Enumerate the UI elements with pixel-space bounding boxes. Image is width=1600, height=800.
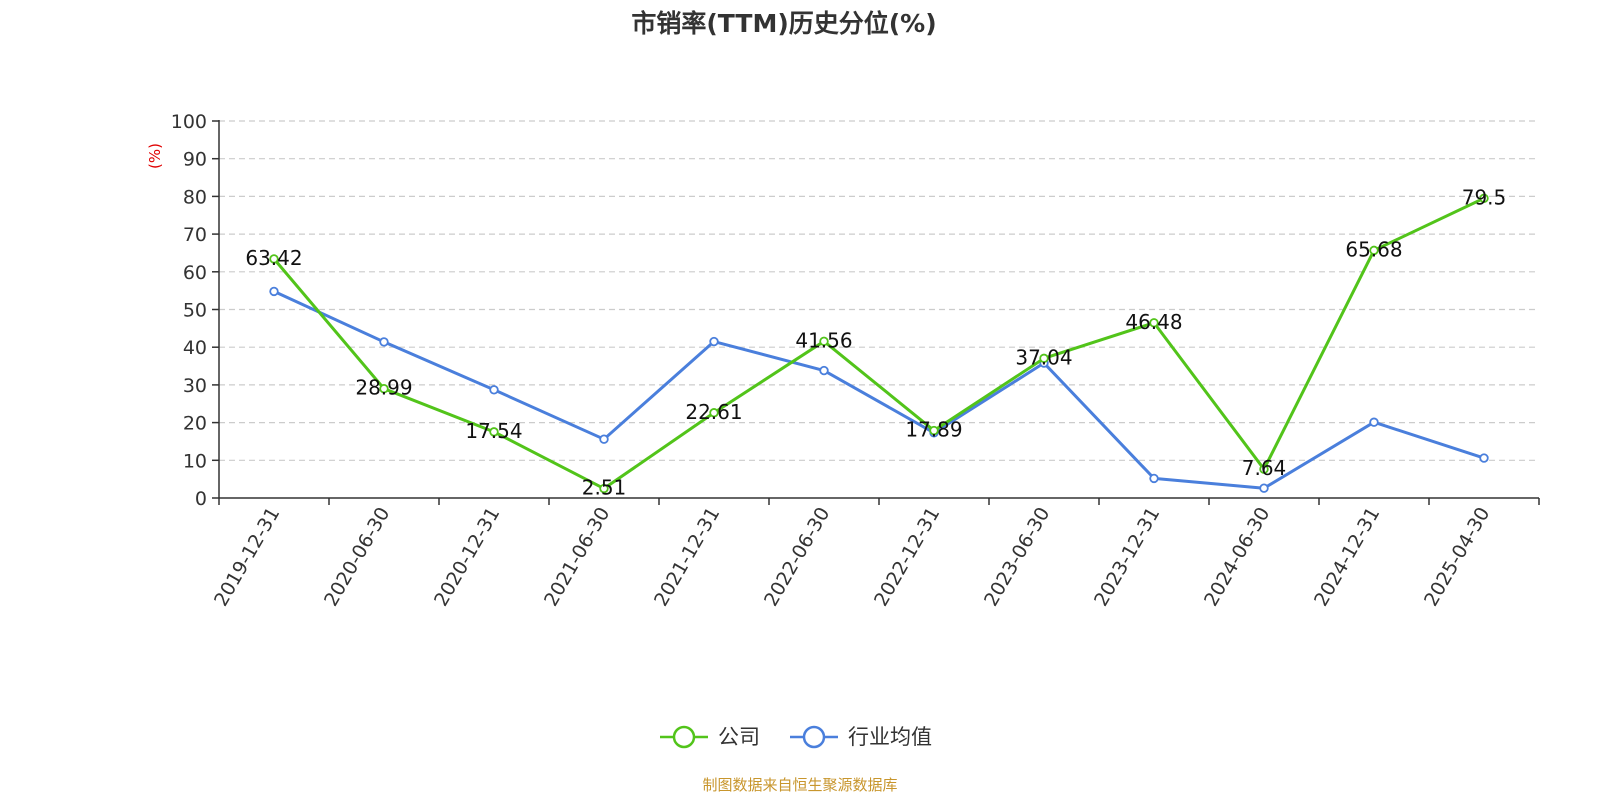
data-point[interactable] [599, 434, 609, 444]
y-axis-unit-label: (%) [146, 143, 164, 169]
data-point[interactable] [819, 365, 829, 376]
y-tick-label: 40 [183, 337, 207, 359]
data-point[interactable] [269, 254, 279, 264]
data-label: 46.48 [1125, 310, 1182, 334]
y-tick-label: 90 [183, 149, 207, 171]
data-point[interactable] [489, 427, 499, 437]
data-point[interactable] [1369, 417, 1379, 427]
x-tick-label: 2023-12-31 [1090, 504, 1164, 611]
x-tick-label: 2022-12-31 [870, 504, 944, 611]
legend-label-industry-average: 行业均值 [848, 725, 932, 749]
data-point[interactable] [1259, 464, 1269, 474]
y-tick-label: 50 [183, 300, 207, 322]
data-point[interactable] [709, 336, 719, 347]
y-tick-label: 30 [183, 375, 207, 397]
data-point[interactable] [489, 385, 499, 395]
data-point[interactable] [1369, 245, 1379, 256]
x-tick-label: 2025-04-30 [1420, 504, 1494, 611]
legend-swatch-industry-marker [802, 725, 826, 749]
x-tick-label: 2021-06-30 [540, 504, 614, 611]
series-lines [269, 193, 1489, 494]
data-point[interactable] [1259, 483, 1269, 493]
series-industry-average [269, 286, 1489, 493]
y-tick-label: 70 [183, 224, 207, 246]
data-point[interactable] [269, 286, 279, 297]
x-tick-label: 2024-06-30 [1200, 504, 1274, 611]
series-line [273, 290, 1485, 490]
x-tick-label: 2019-12-31 [210, 504, 284, 611]
data-labels: 63.42 28.99 17.54 2.51 22.61 41.56 17.89 37.04 4… [245, 185, 1506, 499]
data-point[interactable] [709, 408, 719, 418]
legend-swatch-company-marker [672, 725, 696, 749]
data-source-note: 制图数据来自恒生聚源数据库 [702, 776, 897, 794]
legend-label-company: 公司 [718, 725, 760, 749]
y-tick-label: 80 [183, 186, 207, 208]
y-tick-label: 0 [195, 488, 207, 510]
x-tick-label: 2021-12-31 [650, 504, 724, 611]
y-tick-label: 10 [183, 450, 207, 472]
data-label: 17.89 [905, 418, 962, 442]
x-tick-label: 2020-06-30 [320, 504, 394, 611]
y-tick-label: 60 [183, 262, 207, 284]
data-label: 7.64 [1242, 456, 1287, 480]
legend-item-industry-average[interactable]: 行业均值 [790, 725, 932, 749]
data-label: 79.5 [1462, 185, 1507, 209]
data-point[interactable] [819, 336, 829, 347]
data-label: 22.61 [685, 400, 742, 424]
data-point[interactable] [1479, 193, 1489, 203]
y-tick-label: 20 [183, 413, 207, 435]
grid-lines [219, 120, 1539, 461]
axes: 0 10 20 30 40 50 60 70 80 90 100 2019-12-31 2020-06-… [171, 111, 1540, 611]
data-label: 17.54 [465, 419, 522, 443]
data-point[interactable] [1149, 473, 1159, 484]
series-company [269, 193, 1489, 494]
data-label: 63.42 [245, 246, 302, 270]
data-label: 28.99 [355, 376, 412, 400]
data-label: 41.56 [795, 328, 852, 352]
data-point[interactable] [1039, 353, 1049, 364]
data-point[interactable] [1479, 453, 1489, 463]
chart-title: 市销率(TTM)历史分位(%) [631, 9, 936, 38]
series-line [272, 196, 1485, 491]
legend-item-company[interactable]: 公司 [660, 725, 760, 749]
x-tick-label: 2020-12-31 [430, 504, 504, 611]
x-tick-label: 2022-06-30 [760, 504, 834, 611]
legend: 公司 行业均值 [660, 725, 932, 749]
x-tick-label: 2023-06-30 [980, 504, 1054, 611]
data-point[interactable] [379, 337, 389, 347]
data-label: 2.51 [582, 476, 627, 500]
data-point[interactable] [379, 384, 389, 394]
data-point[interactable] [1149, 318, 1159, 328]
data-point[interactable] [929, 425, 939, 436]
data-label: 65.68 [1345, 237, 1402, 261]
x-tick-label: 2024-12-31 [1310, 504, 1384, 611]
data-point[interactable] [599, 483, 609, 494]
data-label: 37.04 [1015, 345, 1072, 369]
y-tick-label: 100 [171, 111, 207, 133]
